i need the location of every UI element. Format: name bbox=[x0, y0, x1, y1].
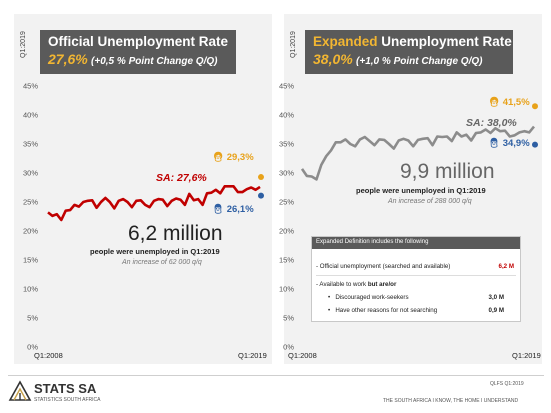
left-y-tick-label: 25% bbox=[23, 198, 38, 207]
left-y-tick-label: 15% bbox=[23, 256, 38, 265]
right-y-tick-label: 40% bbox=[279, 111, 294, 120]
footer-tagline: THE SOUTH AFRICA I KNOW, THE HOME I UNDE… bbox=[383, 398, 519, 404]
footer-logo-subtitle: STATISTICS SOUTH AFRICA bbox=[34, 397, 101, 403]
right-change: (+1,0 % Point Change Q/Q) bbox=[356, 56, 483, 67]
stats-sa-logo-icon bbox=[8, 380, 32, 401]
left-sa-label: SA: 27,6% bbox=[156, 172, 207, 184]
right-title-box: Expanded Unemployment Rate 38,0% (+1,0 %… bbox=[305, 30, 513, 74]
left-x-tick-end: Q1:2019 bbox=[238, 351, 267, 360]
right-male-marker bbox=[532, 141, 538, 148]
right-description: people were unemployed in Q1:2019 bbox=[356, 186, 486, 195]
definition-value-official: 6,2 M bbox=[498, 263, 514, 270]
right-y-tick-label: 20% bbox=[279, 227, 294, 236]
left-x-tick-start: Q1:2008 bbox=[34, 351, 63, 360]
right-big-number: 9,9 million bbox=[400, 160, 495, 183]
right-female-label: 👩︎ 41,5% bbox=[488, 97, 530, 108]
right-y-tick-label: 15% bbox=[279, 256, 294, 265]
left-y-tick-label: 20% bbox=[23, 227, 38, 236]
definition-header: Expanded Definition includes the followi… bbox=[312, 237, 520, 249]
right-y-tick-label: 45% bbox=[279, 82, 294, 91]
right-x-tick-start: Q1:2008 bbox=[288, 351, 317, 360]
left-y-tick-label: 40% bbox=[23, 111, 38, 120]
right-increase: An increase of 288 000 q/q bbox=[388, 198, 472, 205]
male-icon: 👨︎ bbox=[488, 138, 501, 149]
right-male-label: 👨︎ 34,9% bbox=[488, 138, 530, 149]
definition-divider bbox=[316, 275, 516, 276]
definition-row-available: - Available to work but are/or bbox=[316, 281, 397, 288]
definition-row-other: • Have other reasons for not searching bbox=[328, 307, 438, 314]
right-title-rest: Unemployment Rate bbox=[377, 34, 512, 49]
left-female-label: 👩︎ 29,3% bbox=[212, 152, 254, 163]
right-subtitle: 38,0% (+1,0 % Point Change Q/Q) bbox=[313, 51, 505, 70]
left-big-number: 6,2 million bbox=[128, 222, 223, 245]
left-y-tick-label: 0% bbox=[27, 343, 38, 352]
bullet-icon: • bbox=[328, 307, 331, 314]
definition-row-official: - Official unemployment (searched and av… bbox=[316, 263, 451, 270]
definition-value-other: 0,9 M bbox=[488, 307, 504, 314]
left-subtitle: 27,6% (+0,5 % Point Change Q/Q) bbox=[48, 51, 228, 70]
right-rate: 38,0% bbox=[313, 51, 353, 67]
left-y-tick-label: 45% bbox=[23, 82, 38, 91]
right-y-tick-label: 25% bbox=[279, 198, 294, 207]
right-y-tick-label: 10% bbox=[279, 285, 294, 294]
left-increase: An increase of 62 000 q/q bbox=[122, 259, 202, 266]
footer-logo: STATS SA bbox=[34, 381, 97, 396]
left-title: Official Unemployment Rate bbox=[48, 34, 229, 49]
right-x-tick-end: Q1:2019 bbox=[512, 351, 541, 360]
right-female-marker bbox=[532, 103, 538, 110]
right-y-tick-label: 35% bbox=[279, 140, 294, 149]
footer-source: QLFS Q1:2019 bbox=[490, 381, 524, 387]
definition-box: Expanded Definition includes the followi… bbox=[311, 236, 521, 322]
definition-value-discouraged: 3,0 M bbox=[488, 294, 504, 301]
left-y-tick-label: 5% bbox=[27, 314, 38, 323]
footer-divider bbox=[8, 375, 544, 376]
bullet-icon: • bbox=[328, 294, 331, 301]
left-y-tick-label: 35% bbox=[23, 140, 38, 149]
right-y-tick-label: 5% bbox=[283, 314, 294, 323]
female-icon: 👩︎ bbox=[488, 97, 501, 108]
right-sa-line bbox=[300, 125, 536, 181]
left-y-tick-label: 10% bbox=[23, 285, 38, 294]
left-male-label: 👨︎ 26,1% bbox=[212, 204, 254, 215]
left-y-tick-label: 30% bbox=[23, 169, 38, 178]
right-y-tick-label: 30% bbox=[279, 169, 294, 178]
left-rate: 27,6% bbox=[48, 51, 88, 67]
right-title: Expanded Unemployment Rate bbox=[313, 33, 512, 51]
left-male-marker bbox=[258, 192, 264, 199]
left-change: (+0,5 % Point Change Q/Q) bbox=[91, 56, 218, 67]
male-icon: 👨︎ bbox=[212, 204, 225, 215]
definition-row-discouraged: • Discouraged work-seekers bbox=[328, 294, 409, 301]
female-icon: 👩︎ bbox=[212, 152, 225, 163]
right-sa-label: SA: 38,0% bbox=[466, 117, 517, 129]
left-sa-line bbox=[47, 185, 261, 222]
left-title-box: Official Unemployment Rate 27,6% (+0,5 %… bbox=[40, 30, 236, 74]
right-y-tick-label: 0% bbox=[283, 343, 294, 352]
right-title-highlight: Expanded bbox=[313, 34, 378, 49]
left-description: people were unemployed in Q1:2019 bbox=[90, 247, 220, 256]
left-female-marker bbox=[258, 174, 264, 181]
